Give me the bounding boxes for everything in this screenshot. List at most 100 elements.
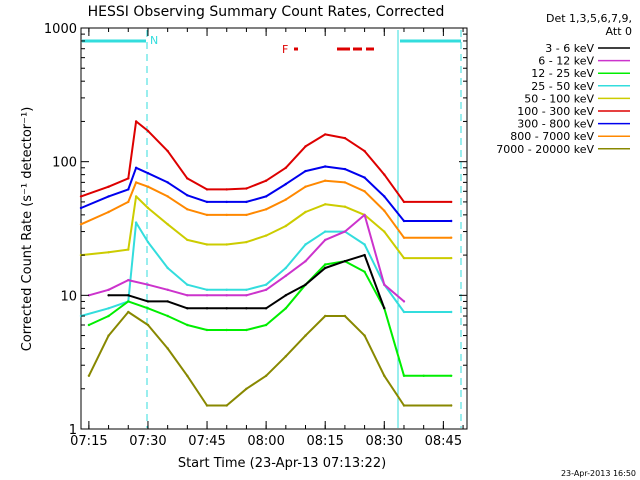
data-point [127,300,130,303]
x-tick-label: 08:45 [425,434,462,449]
data-point [245,288,248,291]
legend-label: 7000 - 20000 keV [496,143,594,156]
night-marker-label: N [150,34,158,47]
data-point [450,219,453,223]
data-point [186,283,189,286]
flare-marker-label: F [282,43,288,56]
data-point [402,236,406,239]
data-point [146,300,150,303]
data-point [343,136,347,140]
y-tick-label: 10 [60,289,77,304]
data-point [264,307,268,310]
data-point [205,328,209,332]
x-tick-label: 08:00 [247,434,284,449]
data-point [186,294,189,297]
series-layer [79,120,453,407]
data-point [284,198,287,201]
data-point [264,323,268,327]
data-point [324,165,327,168]
data-point [343,260,347,263]
data-point [127,310,130,314]
data-point [166,347,169,350]
y-axis-label: Corrected Count Rate (s⁻¹ detector⁻¹) [20,107,35,352]
data-point [127,200,130,204]
data-point [402,374,406,377]
data-point [107,307,110,310]
x-tick-label: 08:30 [366,434,403,449]
data-point [402,310,406,314]
data-point [134,120,138,123]
data-point [225,200,228,204]
data-point [450,374,453,377]
legend-label: 300 - 800 keV [517,118,594,131]
data-point [383,283,386,286]
data-point [363,270,366,273]
data-point [225,213,228,217]
data-point [146,307,150,310]
data-point [107,334,110,337]
y-axis: 1 10 100 1000 [44,22,467,438]
data-point [146,185,150,188]
data-point [134,181,138,184]
data-point [264,195,268,198]
legend-label: 12 - 25 keV [531,67,594,80]
chart-title: HESSI Observing Summary Count Rates, Cor… [88,4,445,20]
data-point [363,213,366,217]
data-point [450,404,453,407]
data-point [422,374,425,377]
x-axis-label: Start Time (23-Apr-13 07:13:22) [178,456,386,471]
data-point [284,166,287,169]
data-point [87,374,91,377]
data-point [245,200,248,204]
data-point [186,194,189,197]
data-point [205,307,209,310]
data-point [225,328,228,332]
data-point [127,248,130,251]
legend-label: 800 - 7000 keV [510,130,594,143]
data-point [134,195,138,198]
data-point [79,223,83,226]
data-point [304,243,307,246]
data-point [383,230,386,233]
data-point [166,223,169,226]
data-point [264,283,268,286]
data-point [134,221,138,224]
data-point [402,256,406,260]
data-point [205,200,209,204]
data-point [107,210,110,214]
data-point [107,251,110,254]
data-point [134,166,138,169]
data-point [402,404,406,407]
data-point [107,294,110,297]
legend-label: 100 - 300 keV [517,105,594,118]
data-point [304,210,307,214]
data-point [284,266,287,270]
data-point [79,206,83,210]
x-tick-label: 08:15 [306,434,343,449]
data-point [166,300,169,303]
data-point [107,195,110,198]
data-point [402,300,406,303]
data-point [186,208,189,211]
data-point [107,314,110,318]
data-point [166,266,169,270]
data-point [324,133,327,136]
data-point [324,263,327,266]
x-tick-label: 07:15 [70,434,107,449]
data-point [205,404,209,407]
detector-label: Det 1,3,5,6,7,9, [546,12,632,25]
x-tick-label: 07:30 [129,434,166,449]
data-point [146,240,150,244]
data-point [402,200,406,204]
data-point [146,323,150,327]
y-tick-label: 100 [52,156,77,171]
data-point [324,203,327,206]
data-point [284,182,287,186]
data-point [166,149,169,153]
data-point [245,187,248,190]
data-point [343,181,347,184]
data-point [450,200,453,204]
data-point [245,328,248,332]
